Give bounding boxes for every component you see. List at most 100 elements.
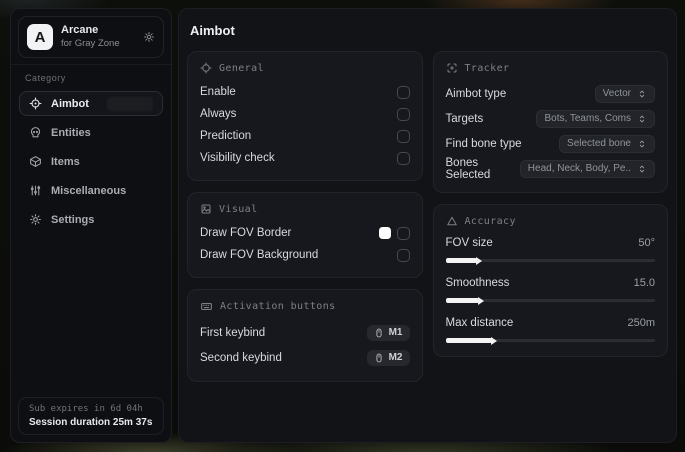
fov-size-slider[interactable] [445,256,655,265]
fov-border-controls [378,226,410,240]
brand-subtitle: for Gray Zone [61,38,120,50]
chevron-up-down-icon [637,164,647,174]
fov-border-color-swatch[interactable] [378,227,391,239]
left-column: General Enable Always Prediction Visibil… [187,51,423,382]
accuracy-card: Accuracy FOV size 50° Smoothness 15.0 [432,204,668,357]
dropdown-value: Vector [602,88,631,99]
activation-header: Activation buttons [200,300,410,313]
find-bone-type-dropdown[interactable]: Selected bone [559,134,655,153]
setting-label: Second keybind [200,351,282,364]
setting-label: Smoothness [445,277,510,289]
setting-label: Aimbot type [445,87,507,100]
setting-label: First keybind [200,326,266,339]
setting-row: Max distance 250m [446,314,656,332]
keybind-value: M2 [388,352,403,363]
right-column: Tracker Aimbot type Vector Targets [432,51,668,357]
sidebar-item-items[interactable]: Items [19,149,163,174]
setting-label: FOV size [445,237,493,249]
sidebar-item-settings[interactable]: Settings [19,207,163,232]
dropdown-value: Selected bone [567,138,631,149]
draw-fov-background-checkbox[interactable] [396,248,410,262]
setting-label: Draw FOV Background [200,249,319,261]
category-label: Category [25,73,66,83]
tracker-header-label: Tracker [464,62,510,74]
sidebar-item-entities[interactable]: Entities [19,120,163,145]
tracker-header: Tracker [446,62,656,74]
setting-label: Draw FOV Border [200,227,292,239]
dropdown-value: Head, Neck, Body, Pe.. [527,163,631,174]
draw-fov-border-checkbox[interactable] [396,226,410,240]
accuracy-header: Accuracy [446,215,656,227]
sidebar-item-label: Aimbot [51,97,89,110]
setting-row: FOV size 50° [446,234,656,252]
subscription-info: Sub expires in 6d 04h Session duration 2… [18,397,164,435]
prediction-checkbox[interactable] [396,129,410,143]
activation-card: Activation buttons First keybind M1 S [187,289,423,382]
max-distance-group: Max distance 250m [445,314,656,345]
crosshair-icon [200,62,212,74]
visibility-check-checkbox[interactable] [396,151,410,165]
visual-header-label: Visual [219,203,258,215]
second-keybind-button[interactable]: M2 [366,349,410,366]
brand-logo: A [27,24,53,50]
sub-expires-text: Sub expires in 6d 04h [29,404,143,414]
setting-label: Always [200,108,237,120]
sidebar-item-label: Settings [51,213,95,226]
sidebar-item-label: Miscellaneous [51,184,127,197]
bones-selected-dropdown[interactable]: Head, Neck, Body, Pe.. [519,159,655,178]
smoothness-slider[interactable] [445,296,655,305]
sidebar-item-aimbot[interactable]: Aimbot [19,91,163,116]
skull-icon [29,126,42,139]
keybind-value: M1 [388,327,403,338]
setting-row: First keybind M1 [200,320,410,345]
sliders-icon [29,184,42,197]
setting-label: Prediction [200,130,252,142]
setting-label: Bones Selected [445,156,491,181]
max-distance-slider[interactable] [445,336,655,345]
general-header-label: General [219,62,264,74]
setting-label: Targets [445,112,484,125]
setting-row: Always [200,103,410,125]
slider-fill[interactable] [445,256,483,265]
setting-row: Draw FOV Border [200,222,410,244]
setting-label: Find bone type [445,137,522,150]
enable-checkbox[interactable] [396,85,410,99]
sidebar-item-label: Items [51,155,80,168]
tracker-card: Tracker Aimbot type Vector Targets [432,51,668,193]
setting-row: Prediction [200,125,410,147]
page-title: Aimbot [190,23,235,38]
activation-header-label: Activation buttons [220,301,336,312]
aimbot-type-dropdown[interactable]: Vector [594,84,655,103]
general-header: General [200,62,410,74]
setting-label: Visibility check [200,152,275,164]
setting-row: Second keybind M2 [200,345,410,370]
sidebar-menu: Aimbot Entities Items [11,89,171,234]
always-checkbox[interactable] [396,107,410,121]
visual-card: Visual Draw FOV Border Draw FOV Backgrou… [187,192,423,278]
sidebar-item-label: Entities [51,126,91,139]
first-keybind-button[interactable]: M1 [366,324,410,341]
brand-name: Arcane [61,24,99,37]
setting-row: Visibility check [200,147,410,169]
smoothness-value: 15.0 [633,277,655,289]
image-icon [200,203,212,215]
fov-size-value: 50° [638,237,655,249]
setting-row: Aimbot type Vector [445,81,655,106]
brand-header: A Arcane for Gray Zone [18,16,164,58]
slider-fill[interactable] [445,336,497,345]
targets-dropdown[interactable]: Bots, Teams, Coms [536,109,655,128]
content-columns: General Enable Always Prediction Visibil… [187,51,668,382]
scan-target-icon [446,62,458,74]
gear-icon[interactable] [143,31,155,43]
setting-row: Bones Selected Head, Neck, Body, Pe.. [445,156,655,181]
sidebar-item-miscellaneous[interactable]: Miscellaneous [19,178,163,203]
brand-text: Arcane for Gray Zone [61,24,120,50]
chevron-up-down-icon [637,114,647,124]
accuracy-header-label: Accuracy [464,215,516,227]
slider-fill[interactable] [445,296,484,305]
mouse-icon [374,328,384,338]
box-icon [29,155,42,168]
fov-size-group: FOV size 50° [445,234,656,265]
visual-header: Visual [200,203,410,215]
